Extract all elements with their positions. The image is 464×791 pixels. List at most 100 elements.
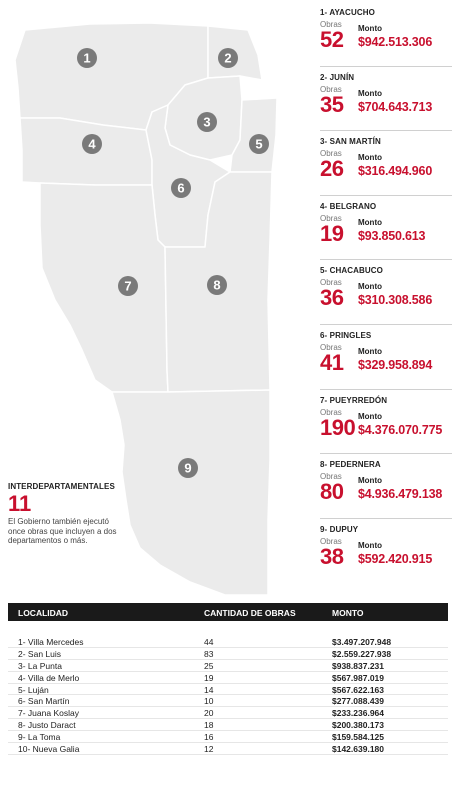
marker-4: 4: [88, 137, 96, 152]
department-entry: 4- BELGRANO Obras 19 Monto $93.850.613: [320, 202, 460, 267]
cell-localidad: 9- La Toma: [18, 732, 61, 743]
department-entry: 1- AYACUCHO Obras 52 Monto $942.513.306: [320, 8, 460, 73]
cell-monto: $2.559.227.938: [332, 648, 392, 659]
monto-label: Monto: [358, 540, 382, 550]
department-entry: 6- PRINGLES Obras 41 Monto $329.958.894: [320, 331, 460, 396]
table-row: 5- Luján 14 $567.622.163: [8, 684, 448, 696]
obras-label: Obras: [320, 84, 342, 94]
obras-label: Obras: [320, 213, 342, 223]
cell-localidad: 4- Villa de Merlo: [18, 672, 80, 683]
obras-value: 19: [320, 220, 344, 246]
monto-value: $4.376.070.775: [358, 422, 443, 437]
table-row: 2- San Luis 83 $2.559.227.938: [8, 648, 448, 660]
cell-cantidad: 12: [204, 744, 214, 755]
monto-label: Monto: [358, 88, 382, 98]
header-cantidad: CANTIDAD DE OBRAS: [204, 608, 296, 618]
cell-cantidad: 16: [204, 732, 214, 743]
department-title: 6- PRINGLES: [320, 330, 372, 340]
cell-cantidad: 25: [204, 660, 214, 671]
cell-cantidad: 20: [204, 708, 214, 719]
department-9-dupuy: [111, 389, 271, 596]
department-entry: 2- JUNÍN Obras 35 Monto $704.643.713: [320, 73, 460, 138]
cell-monto: $233.236.964: [332, 708, 384, 719]
monto-value: $4.936.479.138: [358, 487, 443, 502]
obras-label: Obras: [320, 149, 342, 159]
obras-value: 190: [320, 414, 356, 440]
monto-label: Monto: [358, 24, 382, 33]
marker-3: 3: [203, 115, 210, 130]
cell-monto: $159.584.125: [332, 732, 384, 743]
department-title: 9- DUPUY: [320, 524, 359, 534]
monto-value: $942.513.306: [358, 35, 433, 49]
marker-1: 1: [83, 51, 90, 66]
department-list: 1- AYACUCHO Obras 52 Monto $942.513.306 2- JU…: [320, 8, 460, 589]
department-title: 3- SAN MARTÍN: [320, 137, 381, 147]
cell-localidad: 5- Luján: [18, 684, 49, 695]
department-entry: 7- PUEYRREDÓN Obras 190 Monto $4.376.070.775: [320, 396, 460, 461]
cell-cantidad: 44: [204, 637, 214, 647]
table-header: LOCALIDAD CANTIDAD DE OBRAS MONTO: [8, 603, 448, 621]
divider: [320, 130, 452, 132]
cell-localidad: 7- Juana Koslay: [18, 708, 79, 719]
cell-monto: $200.380.173: [332, 720, 384, 731]
marker-7: 7: [124, 279, 131, 294]
cell-localidad: 10- Nueva Galia: [18, 744, 80, 755]
divider: [320, 259, 452, 261]
monto-value: $316.494.960: [358, 164, 433, 179]
obras-value: 36: [320, 285, 344, 311]
monto-value: $329.958.894: [358, 357, 433, 372]
header-monto: MONTO: [332, 608, 364, 618]
cell-localidad: 8- Justo Daract: [18, 720, 76, 731]
obras-value: 41: [320, 349, 344, 375]
department-entry: 8- PEDERNERA Obras 80 Monto $4.936.479.138: [320, 460, 460, 525]
obras-value: 26: [320, 156, 344, 182]
monto-label: Monto: [358, 476, 382, 486]
cell-monto: $938.837.231: [332, 660, 384, 671]
cell-monto: $3.497.207.948: [332, 637, 392, 647]
obras-label: Obras: [320, 342, 342, 352]
header-localidad: LOCALIDAD: [18, 608, 69, 618]
marker-8: 8: [213, 278, 220, 293]
monto-value: $704.643.713: [358, 99, 433, 114]
table-row: 10- Nueva Galia 12 $142.639.180: [8, 743, 448, 755]
monto-value: $93.850.613: [358, 228, 426, 243]
localidades-table: 1- Villa Mercedes 44 $3.497.207.948 2- San …: [8, 636, 448, 755]
obras-label: Obras: [320, 278, 342, 288]
cell-monto: $567.622.163: [332, 684, 384, 695]
department-title: 7- PUEYRREDÓN: [320, 395, 388, 405]
department-title: 4- BELGRANO: [320, 201, 377, 211]
divider: [320, 323, 452, 325]
table-row: 9- La Toma 16 $159.584.125: [8, 731, 448, 744]
table-row: 4- Villa de Merlo 19 $567.987.019: [8, 672, 448, 684]
cell-localidad: 6- San Martín: [18, 696, 70, 707]
obras-label: Obras: [320, 407, 342, 417]
marker-5: 5: [255, 137, 262, 152]
interdepartamentales-text: El Gobierno también ejecutó once obras q…: [8, 517, 117, 545]
cell-monto: $277.088.439: [332, 696, 384, 707]
table-row: 3- La Punta 25 $938.837.231: [8, 660, 448, 672]
monto-label: Monto: [358, 346, 382, 356]
monto-label: Monto: [358, 282, 382, 292]
cell-localidad: 1- Villa Mercedes: [18, 637, 84, 647]
divider: [320, 517, 452, 519]
table-row: 1- Villa Mercedes 44 $3.497.207.948: [8, 636, 448, 648]
cell-cantidad: 18: [204, 720, 214, 731]
province-map: 1 2 3 4 5 6 7 8 9: [14, 22, 278, 596]
cell-localidad: 2- San Luis: [18, 648, 61, 659]
department-title: 8- PEDERNERA: [320, 460, 381, 470]
marker-6: 6: [177, 181, 184, 196]
department-entry: 9- DUPUY Obras 38 Monto $592.420.915: [320, 525, 460, 590]
monto-label: Monto: [358, 153, 382, 163]
department-title: 2- JUNÍN: [320, 72, 355, 82]
department-entry: 3- SAN MARTÍN Obras 26 Monto $316.494.960: [320, 137, 460, 202]
table-row: 7- Juana Koslay 20 $233.236.964: [8, 707, 448, 720]
divider: [320, 453, 452, 455]
interdepartamentales-box: INTERDEPARTAMENTALES 11 El Gobierno tamb…: [8, 482, 118, 546]
monto-label: Monto: [358, 411, 382, 421]
obras-value: 80: [320, 479, 344, 505]
cell-localidad: 3- La Punta: [18, 660, 62, 671]
cell-cantidad: 83: [204, 648, 214, 659]
cell-monto: $142.639.180: [332, 744, 384, 755]
obras-value: 52: [320, 27, 344, 52]
cell-cantidad: 19: [204, 672, 214, 683]
